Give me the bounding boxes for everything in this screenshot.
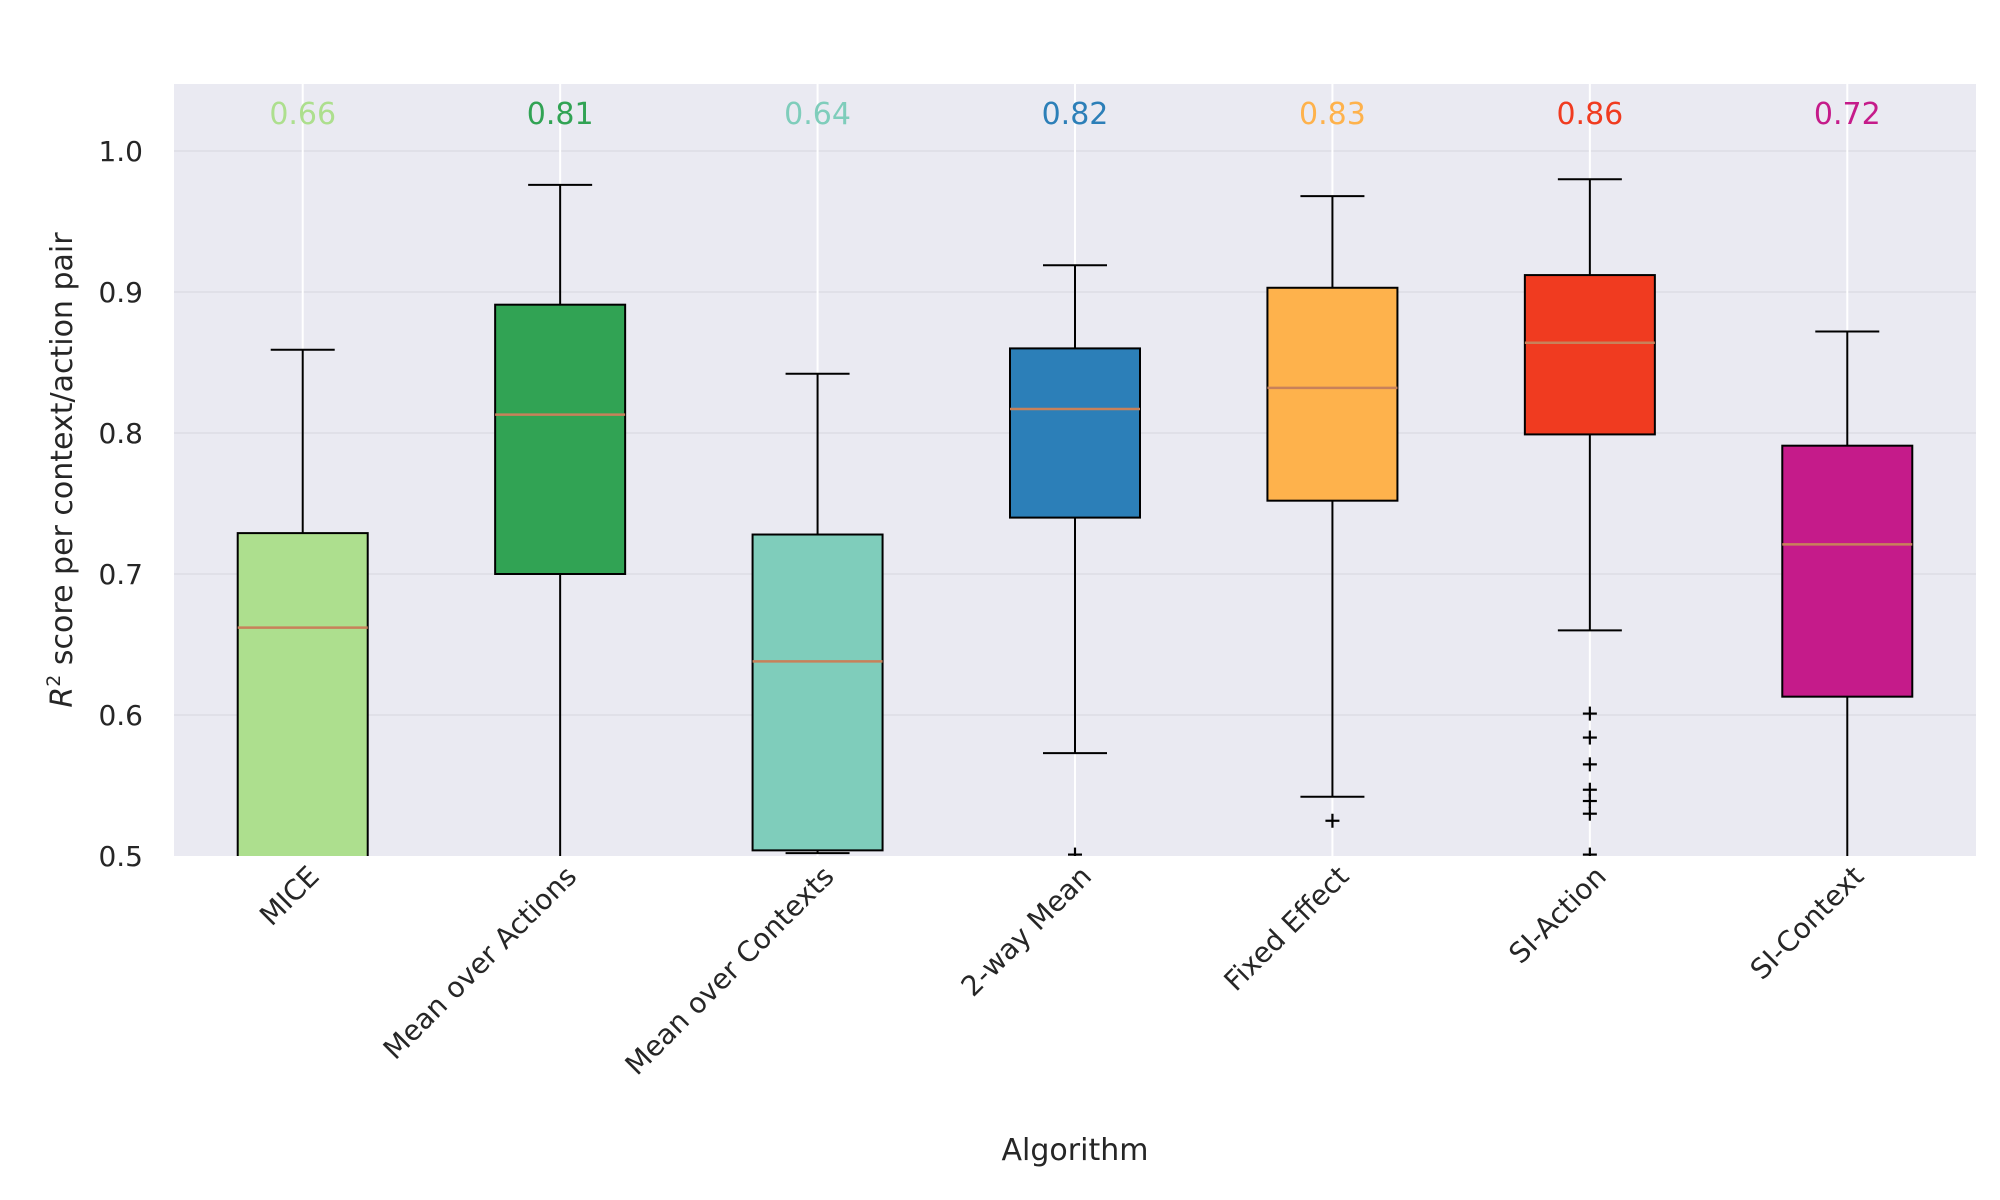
x-tick-label: Mean over Actions xyxy=(377,860,583,1066)
y-axis-title-r: R xyxy=(45,687,80,708)
y-axis-title: R2 score per context/action pair xyxy=(43,232,80,708)
median-labels: 0.66 0.81 0.64 0.82 0.83 0.86 0.72 xyxy=(269,97,1880,132)
outlier-point xyxy=(1325,813,1340,828)
outlier-point xyxy=(1582,706,1597,721)
median-value-label: 0.83 xyxy=(1299,97,1366,132)
y-tick-label: 0.9 xyxy=(98,276,143,309)
y-tick-labels: 0.5 0.6 0.7 0.8 0.9 1.0 xyxy=(98,135,143,873)
outlier-point xyxy=(1582,730,1597,745)
x-tick-labels: MICE Mean over Actions Mean over Contexts 2… xyxy=(253,860,1870,1082)
outlier-point xyxy=(1582,757,1597,772)
y-tick-label: 1.0 xyxy=(98,135,143,168)
median-value-label: 0.81 xyxy=(527,97,594,132)
y-axis-title-superscript: 2 xyxy=(43,675,65,687)
box-fixed-effect xyxy=(1266,195,1399,828)
outlier-point xyxy=(1582,806,1597,821)
outlier-point xyxy=(1068,847,1082,856)
box-si-context xyxy=(1781,330,1914,856)
box-iqr xyxy=(1009,347,1141,519)
x-tick-label: SI-Action xyxy=(1502,860,1612,970)
median-value-label: 0.86 xyxy=(1556,97,1623,132)
median-value-label: 0.64 xyxy=(784,97,851,132)
x-tick-label: 2-way Mean xyxy=(955,860,1098,1003)
box-iqr xyxy=(1266,286,1399,502)
box-2-way-mean xyxy=(1009,264,1141,856)
y-tick-label: 0.5 xyxy=(98,840,143,873)
box-iqr xyxy=(236,532,369,856)
x-tick-label: Mean over Contexts xyxy=(619,860,841,1082)
median-value-label: 0.66 xyxy=(269,97,336,132)
y-tick-label: 0.7 xyxy=(98,558,143,591)
x-axis-title: Algorithm xyxy=(1002,1133,1149,1168)
x-tick-label: Fixed Effect xyxy=(1217,860,1355,998)
box-mice xyxy=(236,348,369,856)
box-si-action xyxy=(1523,178,1656,856)
x-tick-label: SI-Context xyxy=(1744,860,1870,986)
y-tick-label: 0.8 xyxy=(98,417,143,450)
box-iqr xyxy=(1781,444,1914,698)
outlier-point xyxy=(1582,794,1597,809)
box-iqr xyxy=(494,303,627,575)
box-iqr xyxy=(751,533,884,852)
box-mean-over-actions xyxy=(494,183,627,856)
box-iqr xyxy=(1523,274,1656,436)
outlier-point xyxy=(1582,847,1597,856)
box-mean-over-contexts xyxy=(751,372,884,855)
median-value-label: 0.72 xyxy=(1814,97,1881,132)
x-tick-label: MICE xyxy=(253,860,326,933)
y-axis-title-rest: score per context/action pair xyxy=(45,232,80,675)
y-tick-label: 0.6 xyxy=(98,699,143,732)
median-value-label: 0.82 xyxy=(1042,97,1109,132)
boxes xyxy=(236,178,1914,856)
